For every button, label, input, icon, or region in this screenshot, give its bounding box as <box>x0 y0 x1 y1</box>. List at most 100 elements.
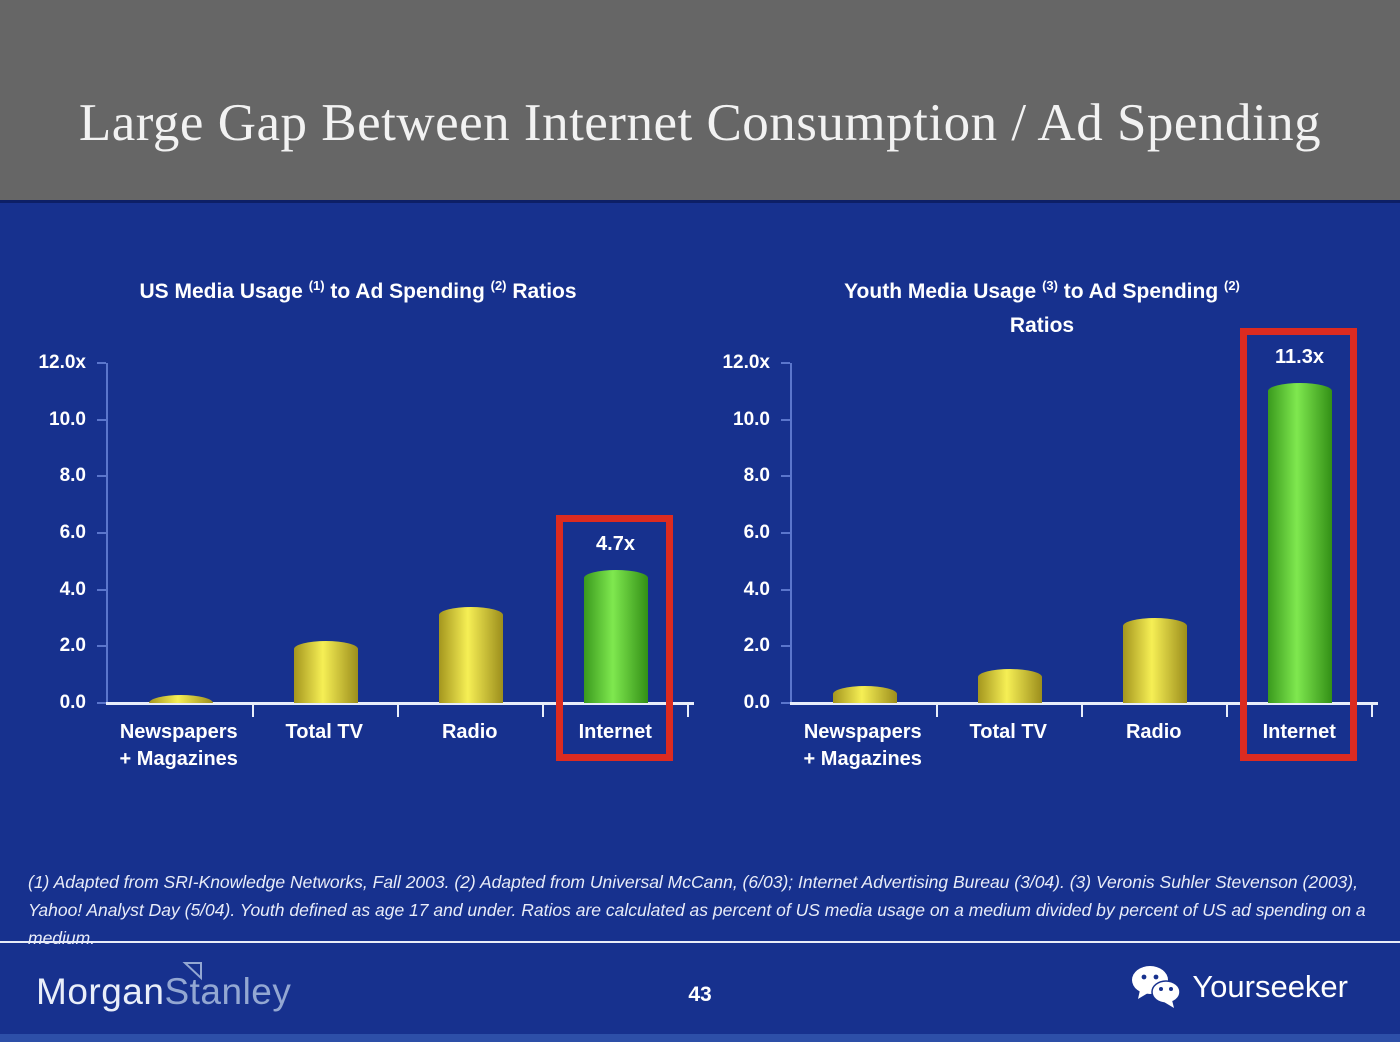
bar-column-total-tv <box>253 363 399 717</box>
bar-total-tv <box>977 669 1042 703</box>
chart-title: Youth Media Usage (3) to Ad Spending (2)… <box>712 275 1372 363</box>
x-axis-label-internet: Internet <box>543 719 689 773</box>
wechat-icon <box>1132 966 1182 1008</box>
x-axis-label-line: + Magazines <box>119 748 238 770</box>
bar-column-radio <box>398 363 544 717</box>
bar-total-tv <box>293 640 358 703</box>
footer-divider <box>0 941 1400 943</box>
x-axis-label-newspapers-magazines: Newspapers + Magazines <box>106 719 252 773</box>
bar-column-internet: 4.7x <box>543 363 689 761</box>
y-axis-label: 4.0 <box>743 578 770 600</box>
x-axis-label-newspapers-magazines: Newspapers + Magazines <box>790 719 936 773</box>
bar-radio <box>438 606 503 703</box>
page-number: 43 <box>688 983 712 1006</box>
highlight-rectangle <box>1240 327 1357 761</box>
y-axis-label: 0.0 <box>743 692 770 713</box>
bar-columns: 4.7x <box>106 363 694 761</box>
y-axis-tick <box>97 702 106 704</box>
logo-flag-icon <box>182 962 202 981</box>
brand-part2: Stanley <box>164 971 292 1012</box>
y-axis-label: 10.0 <box>733 408 770 430</box>
plot-row: 12.0x 10.0 8.0 6.0 4.0 2.0 0.0 4.7x <box>28 352 694 761</box>
title-superscript: (2) <box>490 278 507 293</box>
y-axis-label: 12.0x <box>722 352 770 373</box>
chart-title: US Media Usage (1) to Ad Spending (2) Ra… <box>28 275 688 363</box>
x-axis-label-total-tv: Total TV <box>936 719 1082 773</box>
y-axis-label: 0.0 <box>59 692 86 713</box>
slide-footer: MorganStanley 43 Yourseeker <box>0 943 1400 1042</box>
bar-column-newspapers-magazines <box>792 363 938 717</box>
y-axis-tick <box>97 362 106 364</box>
x-axis-label-line: Internet <box>578 721 652 743</box>
title-text: Ratios <box>1009 313 1075 337</box>
x-axis-labels: Newspapers + Magazines Total TV Radio Intern… <box>790 703 1372 773</box>
title-text: Youth Media Usage <box>844 280 1043 303</box>
y-axis-label: 4.0 <box>59 578 86 600</box>
y-axis-label: 6.0 <box>59 522 86 543</box>
x-axis-label-radio: Radio <box>397 719 543 773</box>
y-axis-tick <box>781 362 790 364</box>
y-axis-tick <box>781 418 790 421</box>
bar-column-newspapers-magazines <box>108 363 254 717</box>
title-text: to Ad Spending <box>1057 280 1224 303</box>
y-axis-tick <box>781 588 790 591</box>
slide-header: Large Gap Between Internet Consumption /… <box>0 0 1400 203</box>
y-axis-label: 12.0x <box>38 352 86 373</box>
title-superscript: (1) <box>308 278 325 293</box>
x-axis-label-line: Newspapers <box>803 721 922 743</box>
x-axis-label-total-tv: Total TV <box>252 719 398 773</box>
x-axis-label-line: Newspapers <box>119 721 238 743</box>
y-axis-tick <box>781 645 790 648</box>
x-axis-label-line: Radio <box>441 721 498 743</box>
title-text: to Ad Spending <box>324 280 491 303</box>
x-axis-label-line: Total TV <box>285 721 363 743</box>
y-axis-label: 10.0 <box>49 408 86 430</box>
y-axis-tick <box>781 702 790 704</box>
bar-radio <box>1122 618 1187 703</box>
x-axis-label-internet: Internet <box>1227 719 1373 773</box>
chart-us-media-usage: US Media Usage (1) to Ad Spending (2) Ra… <box>28 275 694 773</box>
x-axis-label-line: Total TV <box>969 721 1047 743</box>
plot-area: 4.7x <box>106 363 694 761</box>
y-axis: 12.0x 10.0 8.0 6.0 4.0 2.0 0.0 <box>712 352 790 713</box>
x-axis-label-line: Internet <box>1262 721 1336 743</box>
footnote: (1) Adapted from SRI-Knowledge Networks,… <box>28 872 1366 948</box>
x-axis-label-line: Radio <box>1125 721 1182 743</box>
x-axis-label-line: + Magazines <box>803 748 922 770</box>
brand-part1: Morgan <box>36 971 165 1012</box>
y-axis-label: 8.0 <box>743 465 770 487</box>
title-superscript: (2) <box>1224 278 1240 293</box>
bar-column-radio <box>1082 363 1228 717</box>
bottom-strip <box>0 1034 1400 1042</box>
bar-internet <box>1267 382 1332 703</box>
plot-row: 12.0x 10.0 8.0 6.0 4.0 2.0 0.0 11.3x <box>712 327 1378 761</box>
credit-label: Yourseeker <box>1192 969 1348 1004</box>
slide-title: Large Gap Between Internet Consumption /… <box>78 94 1322 152</box>
y-axis-label: 6.0 <box>743 522 770 543</box>
title-text: Ratios <box>506 280 577 303</box>
y-axis-label: 8.0 <box>59 465 86 487</box>
bar-column-total-tv <box>937 363 1083 717</box>
y-axis-tick <box>97 418 106 421</box>
bar-newspapers-magazines <box>832 686 897 703</box>
highlight-rectangle <box>556 514 673 761</box>
y-axis-label: 2.0 <box>743 635 770 657</box>
bar-column-internet: 11.3x <box>1227 327 1373 761</box>
bar-value-label: 4.7x <box>596 532 635 555</box>
y-axis-tick <box>97 588 106 591</box>
y-axis-tick <box>781 475 790 478</box>
bar-columns: 11.3x <box>790 327 1378 761</box>
bar-value-label: 11.3x <box>1275 345 1324 368</box>
bar-newspapers-magazines <box>148 694 213 703</box>
morgan-stanley-logo: MorganStanley <box>36 962 292 1013</box>
y-axis: 12.0x 10.0 8.0 6.0 4.0 2.0 0.0 <box>28 352 106 713</box>
y-axis-tick <box>97 532 106 534</box>
x-axis-labels: Newspapers + Magazines Total TV Radio Intern… <box>106 703 688 773</box>
y-axis-tick <box>97 475 106 478</box>
credit: Yourseeker <box>1130 965 1348 1009</box>
title-text: US Media Usage <box>139 280 309 303</box>
chart-youth-media-usage: Youth Media Usage (3) to Ad Spending (2)… <box>712 275 1378 773</box>
y-axis-tick <box>97 645 106 648</box>
bar-internet <box>583 569 648 703</box>
